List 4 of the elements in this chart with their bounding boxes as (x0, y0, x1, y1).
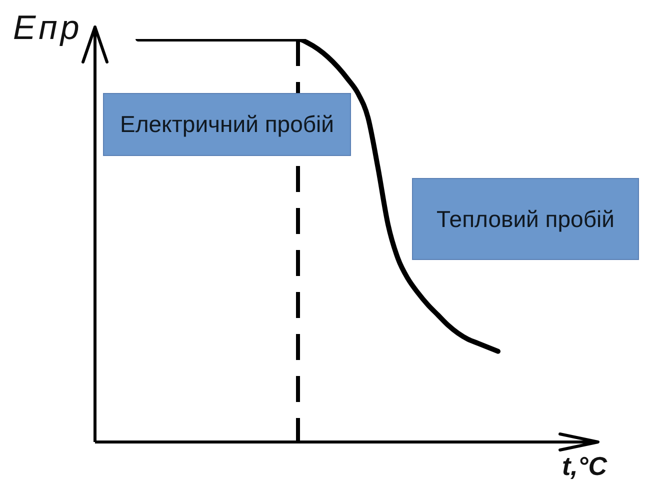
x-axis-title: t,°C (562, 451, 608, 481)
annotation: Електричний пробій (120, 111, 334, 138)
y-axis-title: Eпр (13, 9, 82, 47)
annotation: Тепловий пробій (436, 206, 614, 232)
